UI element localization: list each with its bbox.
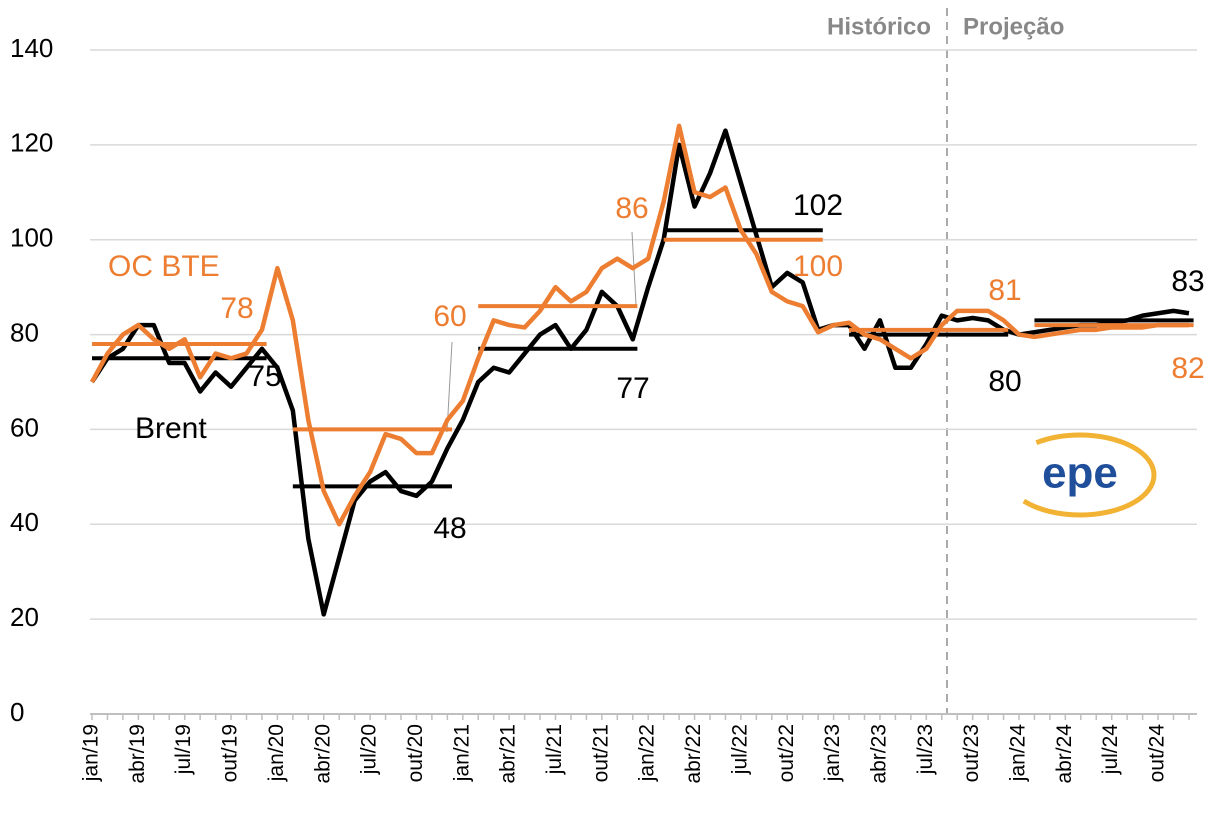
x-tick-label: jul/20 [358,724,381,775]
x-tick-label: jan/20 [265,724,288,782]
x-tick-label: jan/19 [80,724,103,782]
y-tick-label: 80 [10,317,39,347]
x-tick-label: jul/24 [1099,724,1122,776]
x-tick-label: abr/20 [311,724,334,784]
x-tick-label: abr/24 [1053,724,1076,784]
x-tick-label: jan/22 [636,724,659,782]
annual-label: 75 [248,360,281,393]
y-tick-label: 140 [10,33,53,63]
y-tick-label: 120 [10,128,53,158]
projection-label: Projeção [963,13,1064,40]
x-tick-label: out/23 [960,724,983,782]
x-tick-label: out/19 [219,724,242,782]
y-tick-label: 100 [10,223,53,253]
series-label: OC BTE [108,250,220,283]
x-tick-label: jan/24 [1007,724,1030,783]
historic-label: Histórico [827,13,931,40]
x-tick-label: jul/22 [728,724,751,775]
annual-label: 80 [988,365,1021,398]
series-label: Brent [135,412,207,445]
annual-label: 82 [1171,352,1204,385]
series-line [90,123,1189,527]
x-tick-label: jan/23 [821,724,844,782]
x-tick-label: abr/23 [867,724,890,784]
y-tick-label: 0 [10,697,24,727]
y-tick-label: 40 [10,507,39,537]
logo: epe [1003,432,1157,518]
x-tick-label: abr/19 [126,724,149,784]
x-tick-label: abr/22 [682,724,705,784]
annual-label: 78 [220,292,253,325]
annual-label: 102 [793,189,843,222]
annual-label: 60 [433,300,466,333]
x-tick-label: abr/21 [497,724,520,784]
x-tick-label: jan/21 [450,724,473,782]
annual-label: 77 [616,372,649,405]
y-tick-label: 20 [10,602,39,632]
annual-label: 81 [988,274,1021,307]
x-tick-label: out/22 [775,724,798,782]
annual-label: 83 [1171,265,1204,298]
x-tick-label: jul/23 [914,724,937,775]
x-tick-label: jul/19 [172,724,195,775]
y-tick-label: 60 [10,412,39,442]
x-tick-label: out/24 [1146,724,1169,783]
annual-label: 100 [793,250,843,283]
annual-label: 86 [615,192,648,225]
logo-ring [1003,432,1157,518]
logo-text: epe [1042,449,1118,498]
annual-label: 48 [433,512,466,545]
x-tick-label: jul/21 [543,724,566,775]
x-tick-label: out/20 [404,724,427,782]
x-tick-label: out/21 [589,724,612,782]
